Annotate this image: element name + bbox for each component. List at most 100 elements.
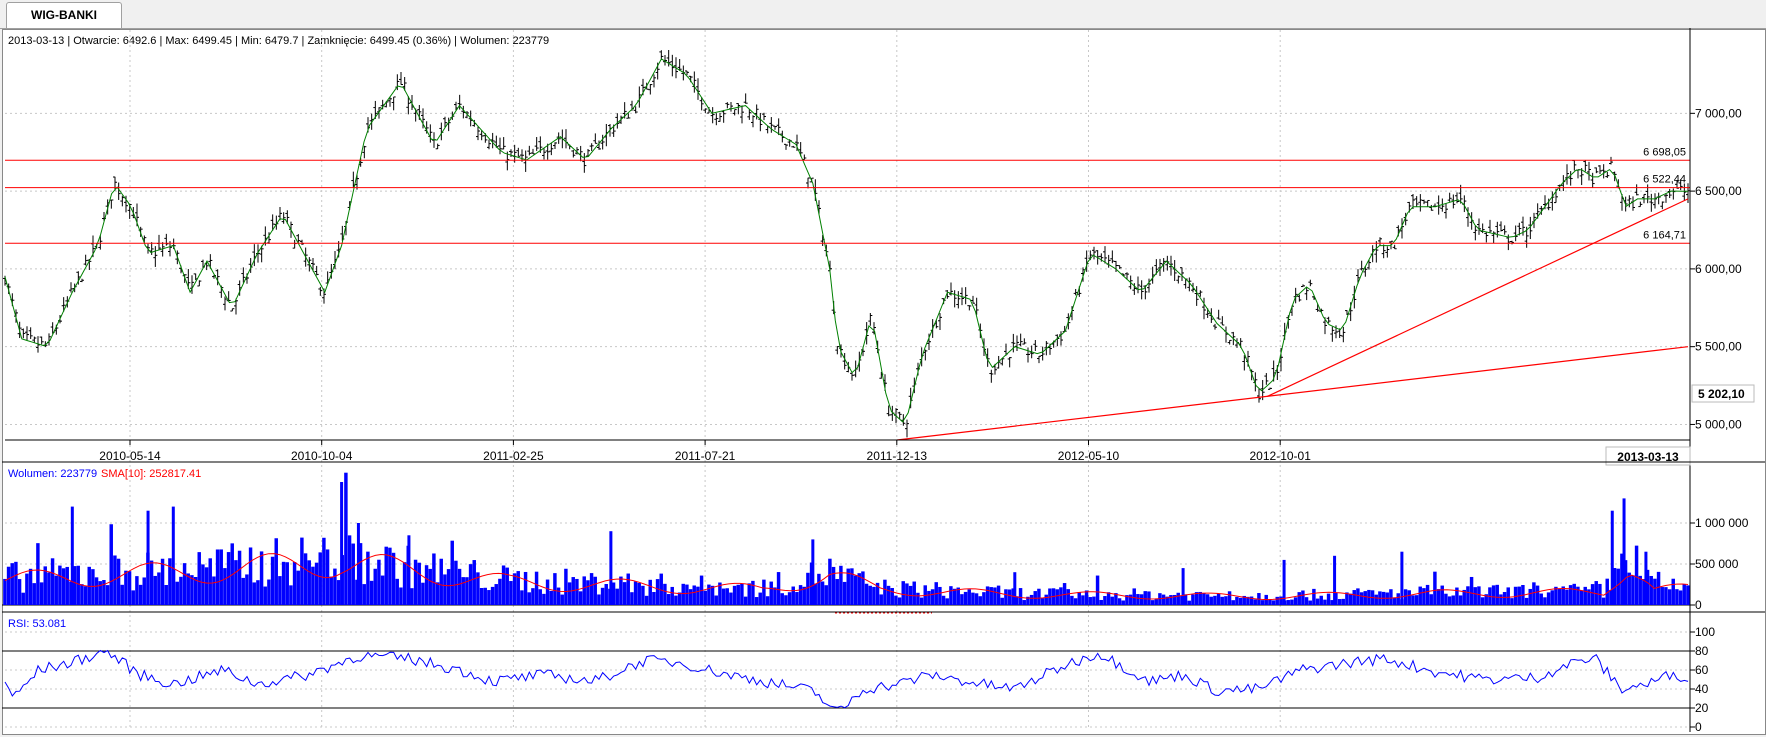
volume-bar [1117, 598, 1122, 605]
volume-bar [982, 592, 986, 605]
volume-bar [604, 584, 608, 605]
volume-bar [1337, 599, 1342, 605]
volume-bar [289, 585, 293, 605]
volume-bar [443, 574, 447, 605]
volume-bar [472, 560, 476, 605]
volume-bar [1088, 597, 1092, 605]
volume-bar [124, 570, 128, 605]
ohlc-info-text: 2013-03-13 | Otwarcie: 6492.6 | Max: 649… [8, 35, 549, 47]
volume-bar [740, 583, 744, 605]
volume-bar [729, 592, 733, 605]
volume-bar [1154, 599, 1158, 605]
volume-bar [1590, 584, 1595, 605]
volume-bar [197, 552, 201, 605]
volume-bar [791, 586, 795, 605]
volume-bar [531, 588, 535, 605]
volume-bar [245, 574, 249, 605]
volume-bar [743, 596, 748, 605]
volume-bar [1667, 589, 1672, 605]
volume-bar [609, 531, 613, 605]
volume-bar [960, 594, 964, 605]
volume-bar [1139, 594, 1144, 605]
volume-bar [556, 587, 561, 605]
volume-bar [883, 579, 887, 605]
volume-bar [1400, 551, 1404, 605]
volume-bar [179, 576, 183, 605]
volume-bar [1132, 588, 1136, 605]
volume-bar [1546, 592, 1551, 605]
volume-bar [292, 562, 297, 605]
time-axis-label: 2011-12-13 [867, 449, 928, 463]
volume-bar [1026, 596, 1030, 605]
volume-bar [369, 580, 374, 605]
volume-bar [1092, 596, 1096, 605]
volume-bar [1181, 568, 1185, 605]
tab-wig-banki[interactable]: WIG-BANKI [6, 2, 122, 28]
volume-bar [747, 583, 751, 605]
volume-bar [65, 566, 69, 605]
volume-bar [1506, 587, 1510, 605]
volume-bar [1403, 589, 1408, 605]
volume-bar [278, 576, 282, 605]
volume-bar [1499, 594, 1503, 605]
volume-bar [853, 575, 858, 605]
volume-bar [226, 552, 231, 605]
volume-bar [300, 537, 304, 605]
volume-bar [377, 559, 381, 605]
volume-bar [171, 506, 175, 605]
volume-bar [70, 506, 74, 605]
volume-bar [1605, 578, 1609, 605]
volume-bar [98, 581, 102, 605]
trendline[interactable] [896, 346, 1689, 441]
volume-bar [468, 564, 473, 605]
volume-bar [1293, 597, 1298, 605]
volume-bar [754, 597, 759, 605]
volume-bar [542, 593, 546, 605]
volume-bar [54, 575, 58, 605]
volume-bar [1136, 594, 1140, 605]
volume-bar [1451, 595, 1455, 605]
volume-bar [318, 552, 322, 605]
volume-bar [1524, 597, 1529, 605]
level-label: 6 164,71 [1643, 229, 1686, 241]
time-axis-label: 2011-07-21 [675, 449, 736, 463]
volume-bar [1389, 589, 1393, 605]
volume-sma-line [4, 553, 1689, 601]
volume-bar [256, 580, 260, 605]
volume-bar [1385, 592, 1389, 605]
volume-bar [1623, 560, 1628, 605]
cursor-date-box [1605, 446, 1691, 466]
volume-bar [1319, 595, 1323, 605]
volume-bar [149, 560, 154, 605]
volume-bar [762, 579, 766, 605]
volume-bar [1018, 588, 1023, 605]
volume-bar [864, 583, 869, 605]
volume-bar [1205, 594, 1210, 605]
trendline[interactable] [1266, 198, 1689, 397]
volume-bar [1612, 567, 1617, 605]
volume-bar [696, 586, 700, 605]
volume-bar [1532, 582, 1536, 605]
volume-bar [626, 573, 630, 605]
volume-bar [1110, 596, 1114, 605]
volume-bar [850, 568, 854, 605]
volume-bar [798, 585, 803, 605]
volume-bar [1304, 597, 1309, 605]
volume-bar [1183, 594, 1188, 605]
volume-bar [916, 592, 920, 605]
volume-bar [105, 585, 110, 605]
volume-bar [985, 586, 990, 605]
volume-bar [36, 543, 40, 605]
volume-bar [252, 582, 256, 605]
volume-bar [1656, 571, 1661, 605]
volume-bar [32, 583, 36, 605]
volume-bar [938, 586, 942, 605]
volume-bar [1330, 600, 1334, 605]
volume-bar [1348, 593, 1353, 605]
volume-bar [91, 569, 95, 605]
volume-bar [1279, 596, 1283, 605]
rsi-label: RSI: 53.081 [8, 618, 66, 630]
volume-bar [769, 581, 773, 605]
volume-bar [380, 575, 385, 605]
